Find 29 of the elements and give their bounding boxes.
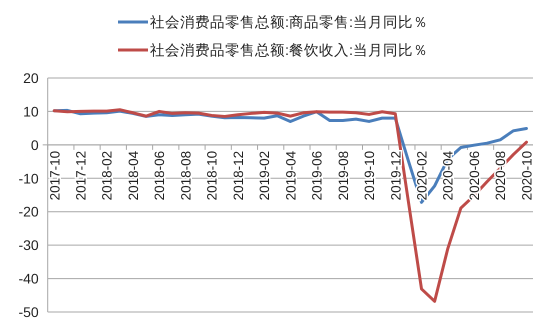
- y-tick-label: -40: [18, 270, 39, 287]
- y-tick-label: -20: [18, 204, 39, 220]
- x-tick-label: 2019-12: [388, 150, 404, 200]
- legend-label: 社会消费品零售总额:餐饮收入:当月同比％: [150, 42, 428, 59]
- x-tick-label: 2017-10: [47, 150, 62, 200]
- x-tick-label: 2020-04: [440, 150, 456, 200]
- x-tick-label: 2020-06: [466, 150, 482, 200]
- y-tick-label: -30: [18, 237, 39, 254]
- x-tick-label: 2018-04: [126, 150, 141, 200]
- y-tick-label: 0: [30, 136, 39, 153]
- x-tick-label: 2020-02: [414, 150, 430, 200]
- x-tick-label: 2019-04: [283, 150, 298, 200]
- y-tick-label: -50: [18, 304, 39, 320]
- x-tick-label: 2017-12: [73, 150, 88, 200]
- x-tick-label: 2018-12: [230, 150, 246, 200]
- x-tick-label: 2019-08: [336, 150, 351, 200]
- y-tick-label: 10: [23, 103, 39, 120]
- x-tick-label: 2018-10: [204, 150, 220, 200]
- x-tick-label: 2018-06: [152, 150, 168, 200]
- x-tick-label: 2020-10: [519, 150, 534, 200]
- x-tick-label: 2018-02: [100, 150, 115, 200]
- x-tick-label: 2019-06: [310, 150, 325, 200]
- x-tick-label: 2018-08: [178, 150, 194, 200]
- y-tick-label: -10: [18, 170, 39, 186]
- x-tick-label: 2020-08: [493, 150, 508, 200]
- legend-label: 社会消费品零售总额:商品零售:当月同比％: [150, 14, 428, 31]
- x-tick-label: 2019-02: [257, 150, 272, 200]
- y-tick-label: 20: [23, 70, 39, 86]
- x-tick-label: 2019-10: [362, 150, 378, 200]
